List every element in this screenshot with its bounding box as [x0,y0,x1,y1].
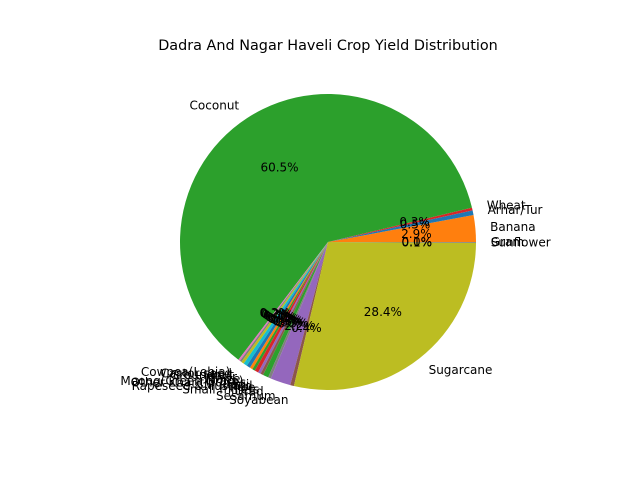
slice-percent-label: 60.5% [260,161,298,175]
slice-percent-label: 0.3% [261,308,292,322]
slice-label: Groundnut [170,368,234,382]
slice-percent-label: 0.4% [270,313,301,327]
slice-label: Rapeseed &Mustard [132,379,253,393]
pie-slice [252,242,328,371]
slice-percent-label: 2.2% [284,319,315,333]
slice-label: Arhar/Tur [488,203,543,217]
pie-slice [239,242,328,363]
pie-slice [254,242,328,373]
slice-label: Sunflower [491,236,551,250]
slice-label: Gram [491,235,524,249]
slice-percent-label: 28.4% [364,305,402,319]
pie-slice [246,242,328,368]
slice-percent-label: 0.4% [263,309,294,323]
slice-label: Moong(Green Gram) [120,374,243,388]
pie-slice [328,207,473,242]
pie-slice [238,242,328,361]
slice-percent-label: 0.6% [275,316,306,330]
slice-percent-label: 0.4% [291,321,322,335]
pie-slice [258,242,328,374]
slice-label: Sesamum [216,389,276,403]
slice-label: Castor seed [161,366,232,380]
slice-label: Maize [206,372,241,386]
slice-label: Banana [490,220,536,234]
slice-label: Sugarcane [429,363,493,377]
slice-label: Urad [235,385,264,399]
slice-label: Ragi [223,378,249,392]
slice-percent-label: 0.3% [399,215,430,229]
pie-slice [328,210,474,242]
pie-percent-labels: 2.9%0.5%0.3%60.5%0.2%0.2%0.3%0.4%0.4%0.3… [259,161,432,336]
pie-slice [263,242,328,378]
slice-label: Soyabean [229,393,288,407]
pie-slice [241,242,328,364]
slice-percent-label: 0.3% [272,314,303,328]
pie-slice [249,242,328,370]
pie-slice [293,242,476,390]
slice-percent-label: 0.1% [402,235,433,249]
pie-slice [268,242,328,379]
slice-percent-label: 0.5% [400,217,431,231]
pie-slice [243,242,328,366]
pie-slice [179,93,472,360]
slice-label: Small millets [182,383,259,397]
pie-slice [270,242,328,386]
slice-percent-label: 2.9% [401,227,432,241]
slice-percent-label: 0.3% [267,311,298,325]
slice-percent-label: 0.0% [402,235,433,249]
slice-percent-label: 0.2% [259,306,290,320]
slice-percent-label: 0.3% [278,317,309,331]
pie-slice [328,242,476,243]
chart-title: Dadra And Nagar Haveli Crop Yield Distri… [158,38,498,54]
slice-percent-label: 0.2% [260,307,291,321]
slice-label: Other Kharif pulses [131,376,246,390]
slice-label: Jowar [203,370,237,384]
slice-percent-label: 0.3% [268,312,299,326]
pie-slice [260,242,328,376]
slice-percent-label: 0.3% [273,314,304,328]
slice-percent-label: 0.4% [265,310,296,324]
pie-slice [290,242,328,387]
pie-slice [328,214,476,242]
slice-label: Coconut [190,99,240,113]
slice-label: Cowpea(Lobia) [141,365,230,379]
pie-slices [179,93,476,390]
slice-label: Rice [230,381,256,395]
slice-label: Wheat [487,199,526,213]
